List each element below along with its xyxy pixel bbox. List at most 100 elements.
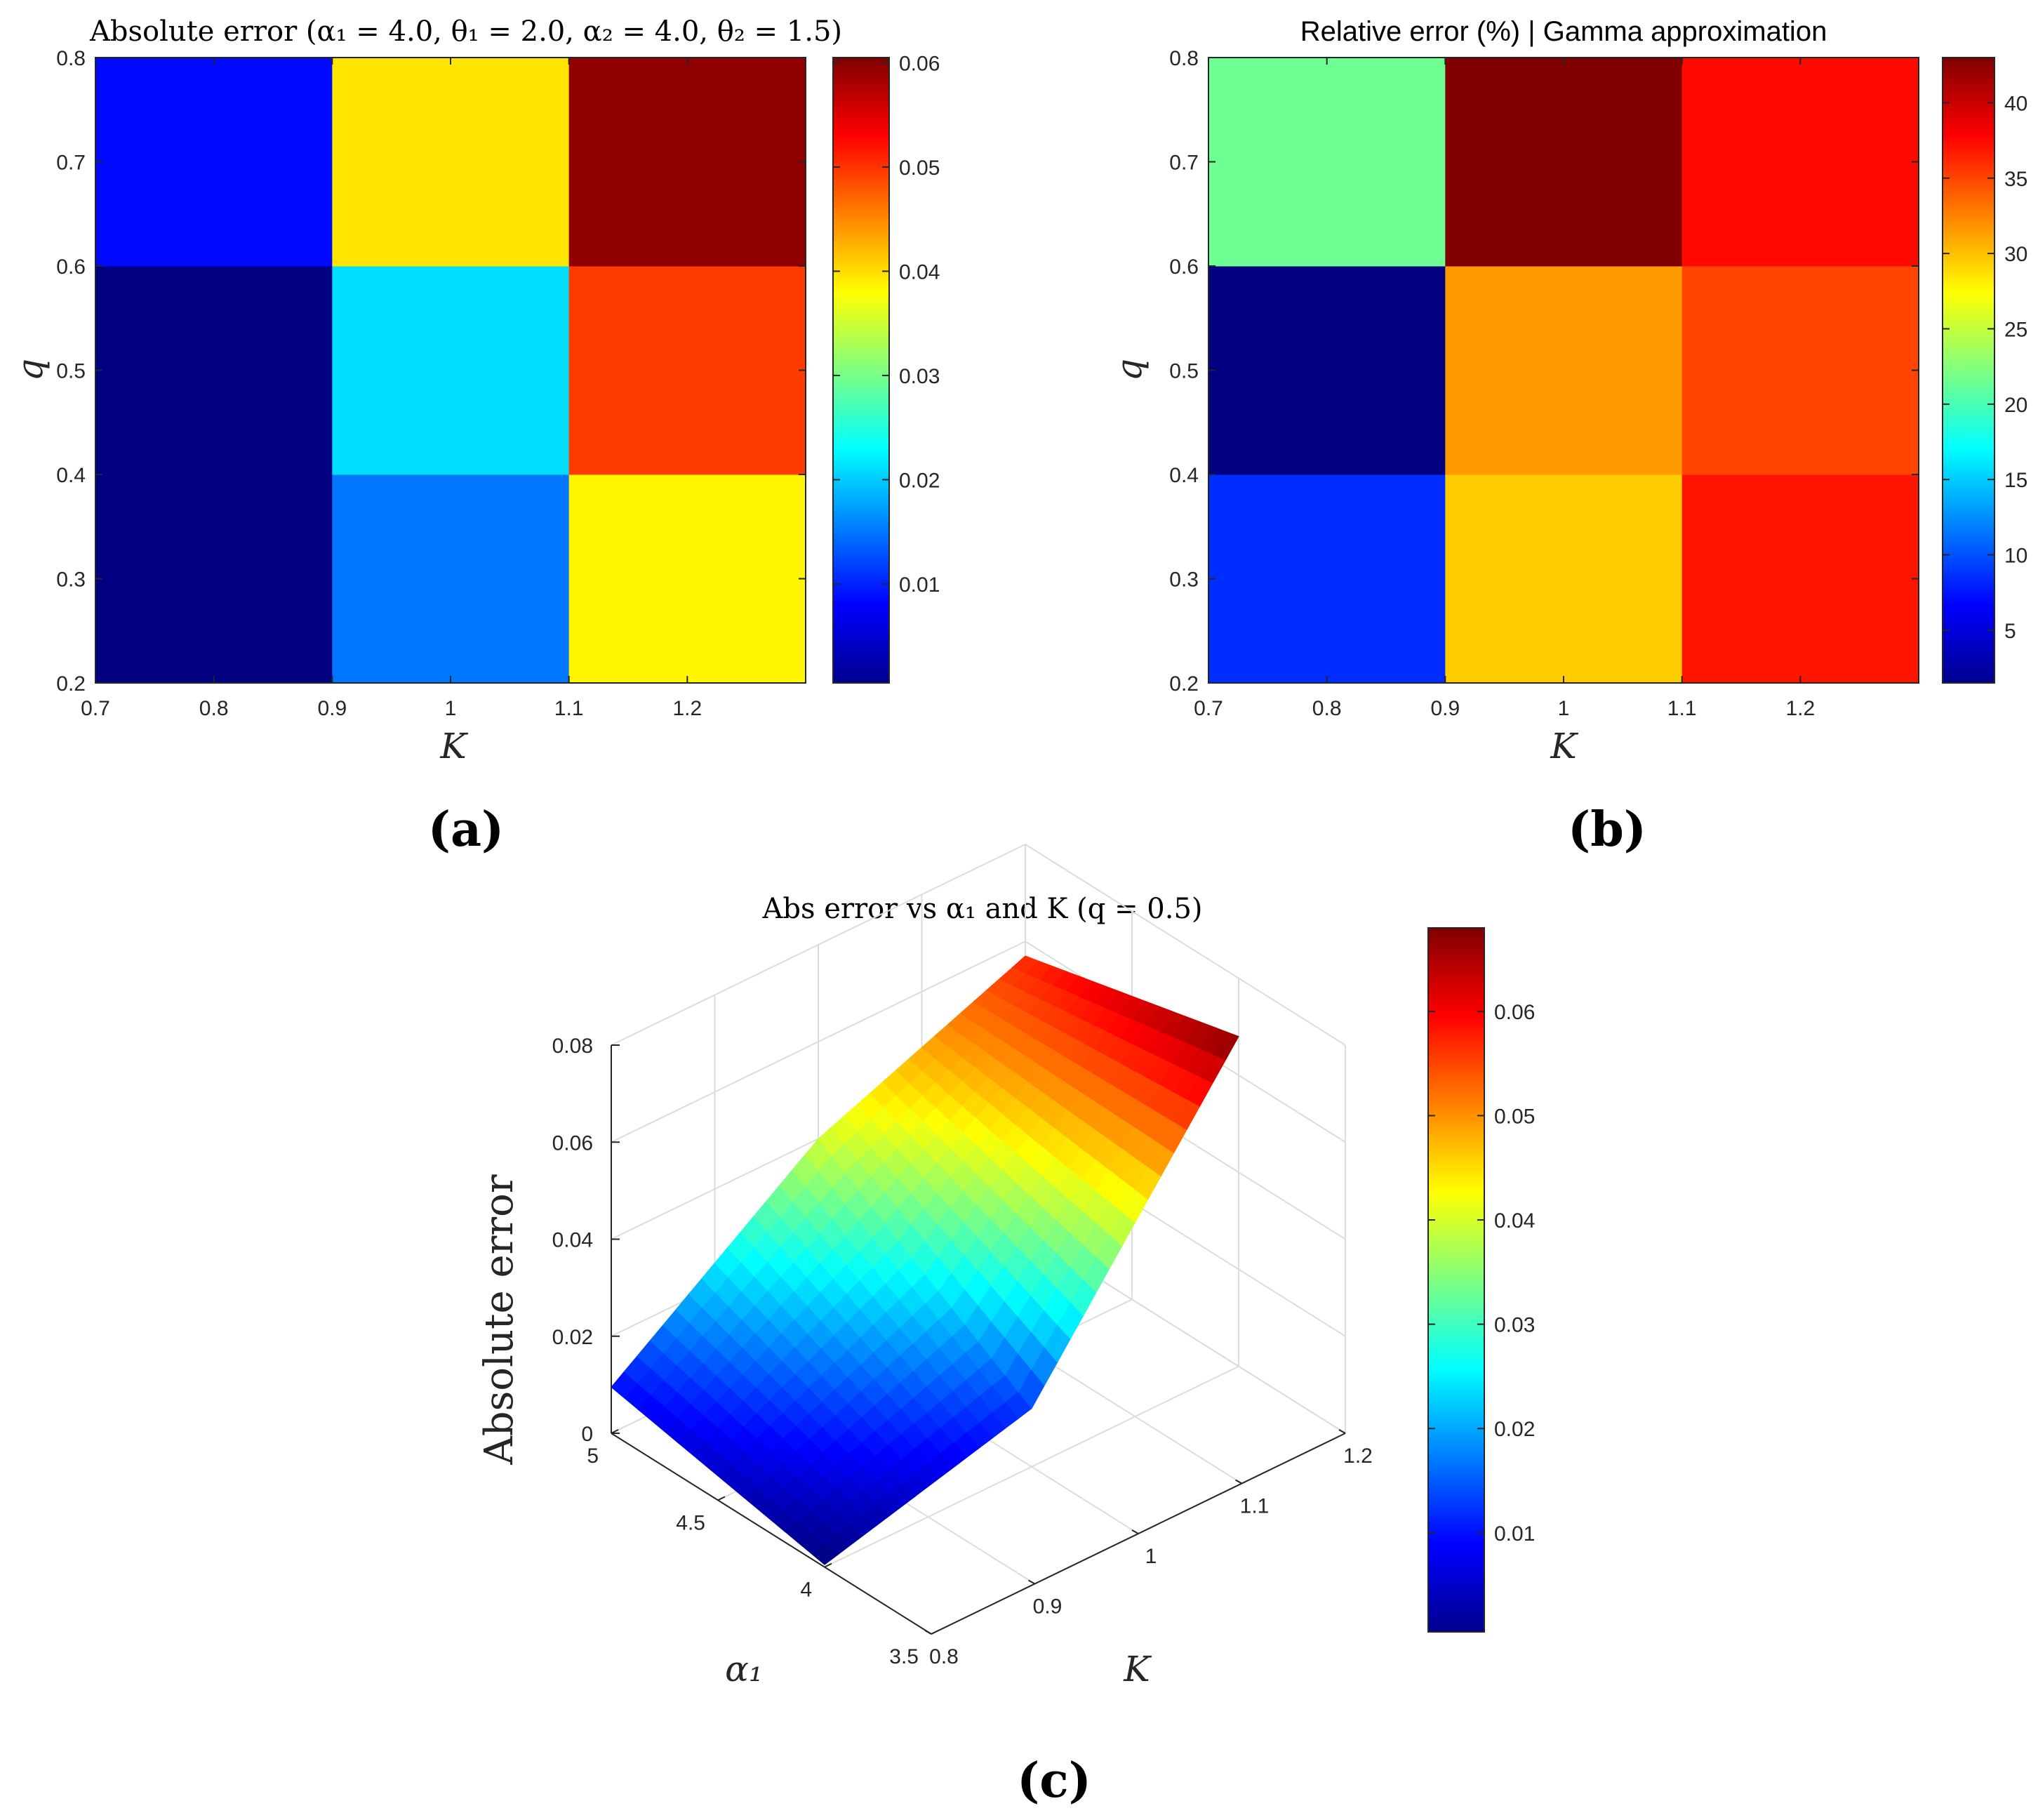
panel-a-x-ticks: 0.7 0.8 0.9 1 1.1 1.2	[81, 58, 702, 720]
panel-c-colorbar	[1427, 927, 1485, 1633]
b-colorbar-tick-label: 30	[2004, 243, 2027, 266]
panel-c-colorbar-tick-label: 0.03	[1494, 1314, 1535, 1337]
a-cell	[568, 474, 806, 684]
panel-c-colorbar-ticks: 0.01 0.02 0.03 0.04 0.05 0.06	[1428, 1001, 1535, 1546]
a-colorbar-tick-label: 0.01	[899, 573, 940, 597]
panel-c-k-tick-label: 0.9	[1033, 1595, 1063, 1619]
panel-c-alpha-tick-label: 4.5	[676, 1511, 705, 1534]
a-y-tick-label: 0.2	[56, 672, 86, 696]
b-cell	[1445, 266, 1683, 475]
panel-c-title: Abs error vs α₁ and K (q = 0.5)	[761, 893, 1202, 925]
b-y-tick-label: 0.6	[1169, 255, 1199, 279]
panel-c-alpha-axis	[611, 1433, 932, 1635]
a-colorbar-tick-label: 0.02	[899, 469, 940, 492]
panel-c-k-tick-mark	[1028, 1579, 1035, 1585]
b-x-tick-label: 0.7	[1194, 697, 1223, 720]
b-colorbar-tick-label: 40	[2004, 92, 2027, 115]
panel-a-label: (a)	[428, 802, 504, 858]
a-x-tick-label: 0.8	[199, 697, 229, 720]
panel-c-z-tick-label: 0.06	[552, 1131, 593, 1155]
panel-b-heatmap: Relative error (%) | Gamma approximation…	[1109, 16, 2027, 858]
a-cell	[332, 58, 570, 267]
a-y-tick-label: 0.6	[56, 255, 86, 279]
panel-a-y-label: q	[10, 359, 51, 381]
panel-a-colorbar-ticks: 0.01 0.02 0.03 0.04 0.05 0.06	[833, 52, 940, 597]
b-cell	[1681, 266, 1919, 475]
a-y-tick-label: 0.4	[56, 464, 86, 487]
panel-c-alpha-tick-label: 3.5	[889, 1645, 919, 1668]
b-colorbar-tick-label: 15	[2004, 469, 2027, 492]
b-colorbar-tick-label: 10	[2004, 545, 2027, 568]
panel-b-colorbar	[1942, 57, 1995, 684]
panel-c-z-tick-label: 0	[581, 1423, 593, 1446]
a-x-tick-label: 0.9	[317, 697, 347, 720]
panel-b-title: Relative error (%) | Gamma approximation	[1300, 16, 1827, 47]
a-x-tick-label: 1.2	[672, 697, 702, 720]
a-x-tick-label: 1.1	[554, 697, 584, 720]
a-colorbar-tick-label: 0.03	[899, 365, 940, 388]
b-cell	[1445, 58, 1683, 267]
a-colorbar-tick-label: 0.05	[899, 157, 940, 180]
panel-b-cells	[1208, 58, 1919, 684]
panel-a-x-label: K	[439, 726, 468, 766]
panel-b-x-ticks: 0.7 0.8 0.9 1 1.1 1.2	[1194, 58, 1815, 720]
b-y-tick-label: 0.4	[1169, 464, 1199, 487]
a-colorbar-tick-label: 0.06	[899, 52, 940, 75]
b-colorbar-tick-label: 20	[2004, 394, 2027, 417]
b-colorbar-tick-label: 35	[2004, 168, 2027, 191]
panel-c-alpha-tick-mark	[824, 1562, 832, 1568]
a-y-tick-label: 0.3	[56, 569, 86, 592]
a-y-tick-label: 0.5	[56, 360, 86, 383]
panel-c-x-label: K	[1123, 1649, 1152, 1689]
a-y-tick-label: 0.8	[56, 47, 86, 70]
panel-a-title: Absolute error (α₁ = 4.0, θ₁ = 2.0, α₂ =…	[89, 15, 842, 48]
a-x-tick-label: 0.7	[81, 697, 110, 720]
b-cell	[1208, 58, 1446, 267]
panel-c-axes: 0.8 0.9 1 1.1 1.2 3.5 4 4.5 50 0.02 0.04 0.06 0.08	[552, 1035, 1373, 1668]
panel-c-surface: Abs error vs α₁ and K (q = 0.5) 0.8 0.9 1 1…	[477, 844, 1535, 1809]
b-y-tick-label: 0.7	[1169, 152, 1199, 175]
b-cell	[1681, 58, 1919, 267]
panel-c-alpha-tick-mark	[717, 1496, 726, 1501]
panel-c-wall-grid-line	[611, 844, 1026, 1046]
panel-c-k-tick-mark	[924, 1630, 932, 1635]
b-y-tick-label: 0.8	[1169, 47, 1199, 70]
panel-c-y-label: α₁	[725, 1649, 763, 1689]
panel-c-surface-mesh	[611, 955, 1239, 1565]
b-x-tick-label: 0.8	[1312, 697, 1342, 720]
panel-b-colorbar-ticks: 5 10 15 20 25 30 35 40	[1943, 92, 2027, 643]
b-cell	[1208, 474, 1446, 684]
panel-c-k-tick-label: 1	[1145, 1545, 1157, 1568]
panel-c-colorbar-tick-label: 0.05	[1494, 1105, 1535, 1128]
panel-c-colorbar-tick-label: 0.01	[1494, 1522, 1535, 1546]
a-x-tick-label: 1	[445, 697, 457, 720]
panel-c-alpha-tick-label: 4	[800, 1579, 812, 1602]
a-y-tick-label: 0.7	[56, 152, 86, 175]
a-cell	[568, 266, 806, 475]
panel-b-label: (b)	[1568, 802, 1646, 858]
panel-c-label: (c)	[1017, 1753, 1091, 1809]
panel-c-k-tick-label: 0.8	[929, 1645, 959, 1668]
b-x-tick-label: 1.1	[1667, 697, 1697, 720]
a-colorbar-tick-label: 0.04	[899, 260, 940, 284]
panel-a-heatmap: Absolute error (α₁ = 4.0, θ₁ = 2.0, α₂ =…	[10, 15, 940, 858]
panel-c-k-tick-mark	[1338, 1429, 1346, 1434]
b-colorbar-tick-label: 25	[2004, 318, 2027, 341]
b-y-tick-label: 0.5	[1169, 360, 1199, 383]
b-cell	[1208, 266, 1446, 475]
a-cell	[95, 474, 333, 684]
panel-c-k-tick-mark	[1235, 1479, 1242, 1484]
panel-c-alpha-tick-mark	[931, 1630, 939, 1635]
panel-c-floor-grid-line	[824, 1365, 1239, 1568]
panel-c-wall-grid-line	[611, 941, 1026, 1143]
panel-c-colorbar-tick-label: 0.04	[1494, 1209, 1535, 1233]
panel-c-colorbar-tick-label: 0.02	[1494, 1418, 1535, 1441]
panel-c-z-tick-label: 0.04	[552, 1229, 593, 1252]
a-cell	[332, 266, 570, 475]
a-cell	[95, 266, 333, 475]
a-cell	[568, 58, 806, 267]
panel-c-k-tick-mark	[1131, 1529, 1139, 1534]
panel-c-wall-grid-line	[1025, 844, 1346, 1046]
b-cell	[1681, 474, 1919, 684]
